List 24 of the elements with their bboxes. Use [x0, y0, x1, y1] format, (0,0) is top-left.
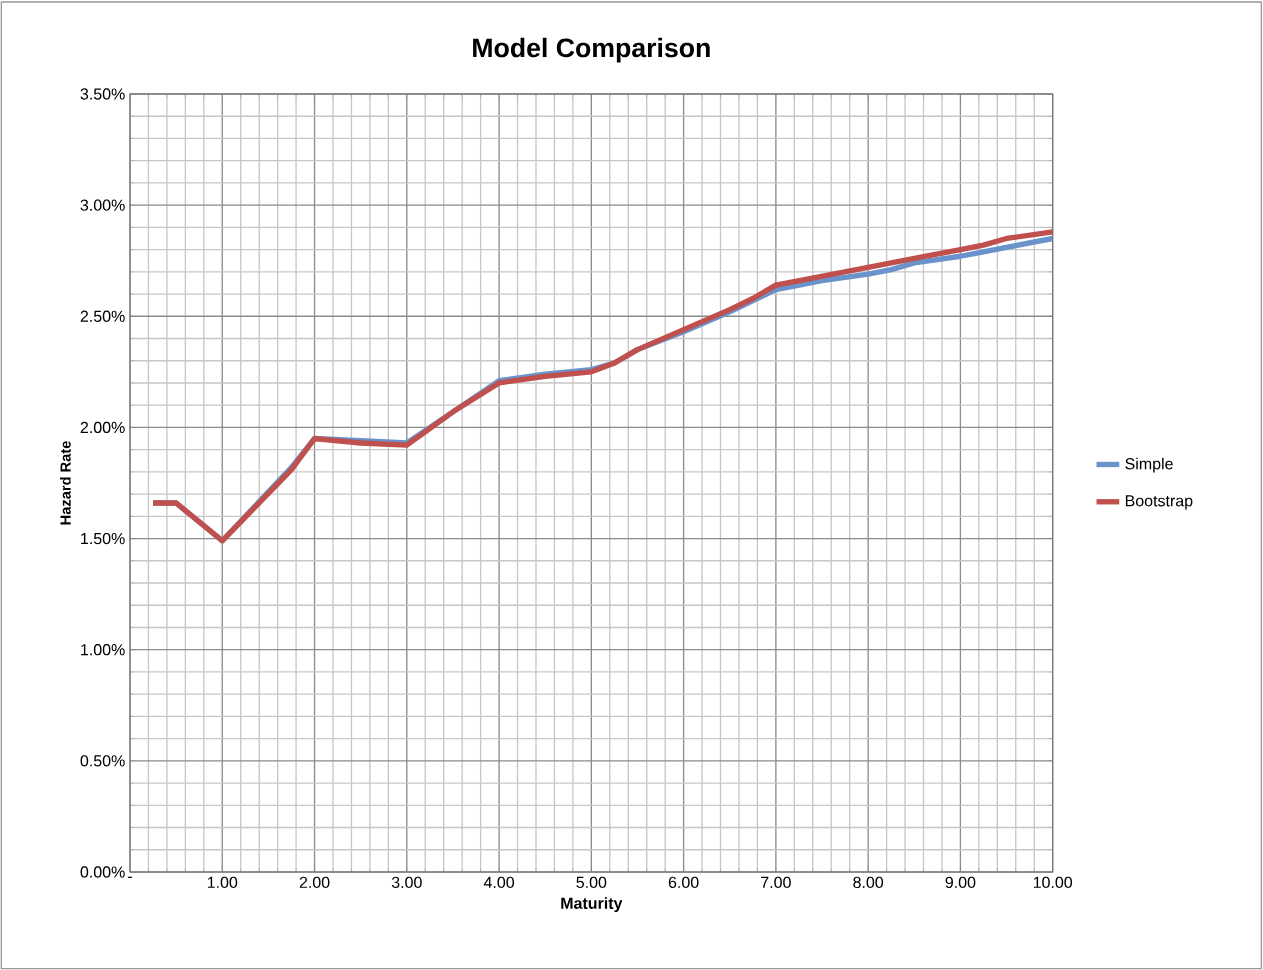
y-tick-label: 1.00% — [81, 644, 125, 656]
y-tick-label: 3.50% — [80, 88, 125, 100]
y-tick-label: 2.00% — [80, 421, 125, 434]
x-tick-label: 6.00 — [668, 876, 699, 889]
y-tick-label: 0.00% — [80, 866, 125, 878]
x-tick-label: 10.00 — [1033, 876, 1073, 889]
x-tick-label: - — [128, 876, 132, 878]
x-tick-label: 8.00 — [853, 876, 884, 889]
x-tick-label: 2.00 — [299, 876, 330, 889]
x-tick-label: 5.00 — [576, 876, 607, 889]
y-tick-label: 1.50% — [81, 532, 125, 545]
legend-label: Bootstrap — [1125, 495, 1193, 510]
x-tick-label: 4.00 — [483, 876, 515, 889]
y-axis-title: Hazard Rate — [60, 441, 71, 525]
chart-title: Model Comparison — [473, 37, 710, 63]
legend-label: Simple — [1125, 457, 1173, 473]
y-tick-label: 3.00% — [80, 199, 125, 211]
y-tick-label: 2.50% — [80, 310, 125, 322]
x-axis-title: Maturity — [561, 897, 623, 913]
x-tick-label: 1.00 — [207, 876, 238, 889]
y-tick-label: 0.50% — [80, 755, 125, 767]
x-tick-label: 9.00 — [945, 876, 976, 889]
x-tick-label: 7.00 — [761, 876, 791, 889]
x-tick-label: 3.00 — [391, 876, 422, 889]
